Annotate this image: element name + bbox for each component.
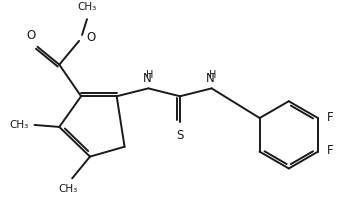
Text: O: O [86, 31, 95, 44]
Text: CH₃: CH₃ [9, 120, 28, 130]
Text: CH₃: CH₃ [77, 2, 96, 12]
Text: F: F [327, 144, 334, 157]
Text: F: F [327, 110, 334, 124]
Text: N: N [143, 72, 152, 85]
Text: H: H [146, 70, 153, 80]
Text: H: H [209, 70, 216, 80]
Text: S: S [176, 129, 184, 142]
Text: CH₃: CH₃ [59, 184, 78, 194]
Text: N: N [206, 72, 215, 85]
Text: O: O [26, 29, 35, 42]
